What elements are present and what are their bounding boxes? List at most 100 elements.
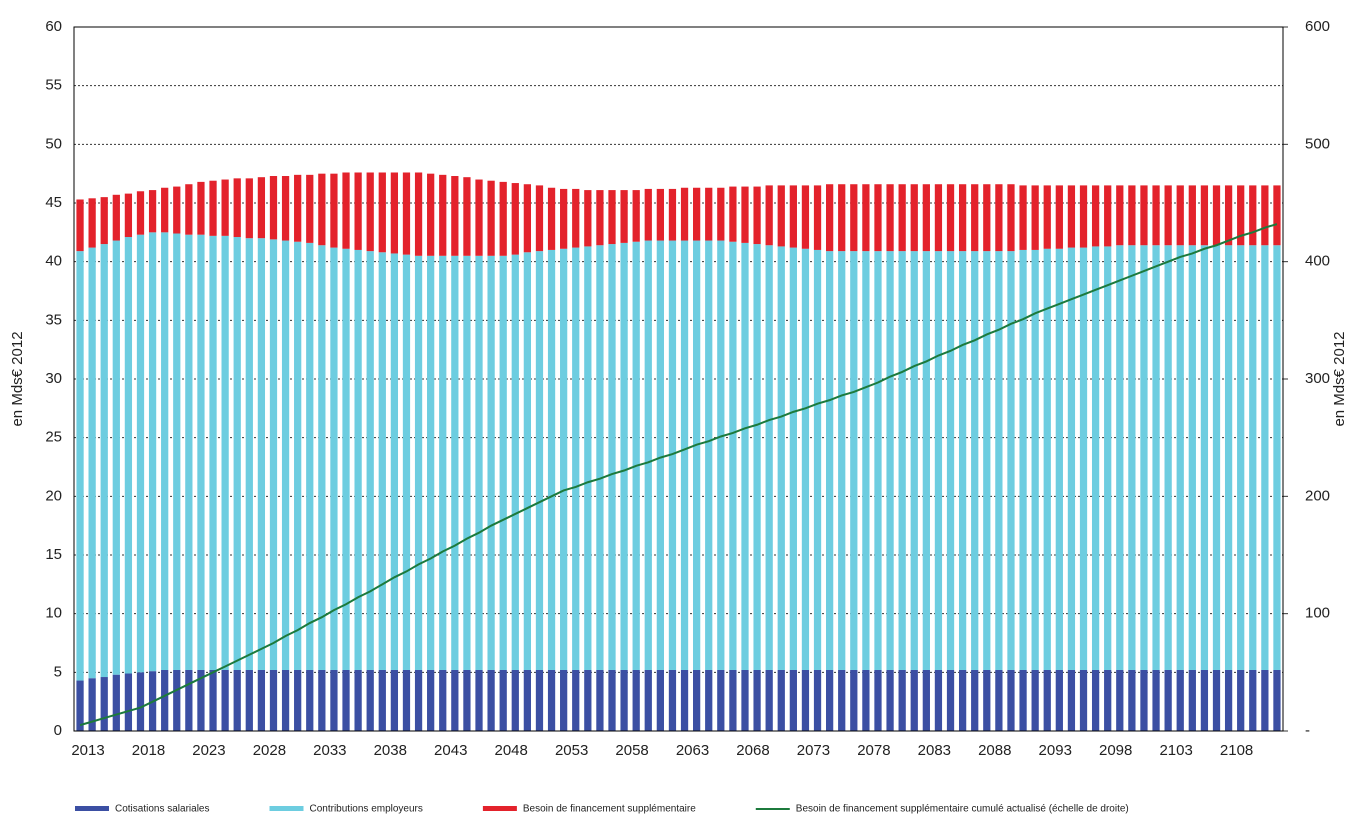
bar: [668, 240, 677, 670]
bar: [269, 239, 278, 670]
bar: [318, 669, 326, 731]
bar: [112, 240, 120, 675]
bar: [76, 680, 84, 731]
bar: [427, 255, 435, 670]
bar: [813, 249, 822, 670]
bar: [88, 198, 96, 248]
bar: [995, 184, 1003, 252]
bar: [874, 251, 882, 670]
bar: [910, 669, 918, 731]
bar: [511, 183, 519, 255]
bar: [765, 245, 773, 670]
bar: [1176, 669, 1184, 731]
bar: [342, 669, 350, 731]
bar: [112, 194, 120, 241]
bar: [523, 184, 532, 253]
bar: [1067, 185, 1076, 248]
bar: [523, 669, 532, 731]
bar: [560, 248, 568, 670]
x-tick-label: 2073: [797, 742, 830, 759]
bar: [1116, 185, 1124, 246]
y2-tick-label: -: [1305, 722, 1310, 739]
bar: [995, 251, 1003, 670]
bar: [644, 240, 652, 670]
bar: [946, 184, 955, 252]
bar: [1091, 669, 1100, 731]
bar: [1140, 245, 1148, 670]
bar: [717, 240, 725, 670]
bar: [717, 669, 725, 731]
bar: [910, 184, 918, 252]
bar: [656, 240, 664, 670]
legend-label: Besoin de financement supplémentaire cum…: [796, 804, 1129, 815]
bar: [185, 669, 193, 731]
y-tick-label: 15: [45, 546, 62, 563]
bar: [161, 232, 169, 670]
bar: [850, 251, 858, 670]
x-tick-label: 2048: [495, 742, 528, 759]
bar: [281, 669, 290, 731]
bar: [1200, 245, 1209, 670]
bar: [886, 184, 894, 252]
y-axis-label: en Mds€ 2012: [9, 331, 26, 426]
x-tick-label: 2088: [978, 742, 1011, 759]
bar: [245, 178, 253, 239]
x-tick-label: 2013: [71, 742, 104, 759]
bar: [342, 248, 350, 670]
bar: [741, 669, 749, 731]
bar: [76, 199, 84, 252]
bar: [838, 251, 846, 670]
x-tick-label: 2038: [374, 742, 407, 759]
bar: [983, 669, 991, 731]
bar: [572, 247, 580, 670]
bar: [1188, 245, 1196, 670]
y2-tick-label: 600: [1305, 18, 1330, 35]
bar: [584, 246, 592, 670]
bar: [547, 249, 556, 670]
bar: [1237, 669, 1245, 731]
bar: [1043, 248, 1051, 670]
bar: [463, 255, 471, 670]
y-tick-label: 45: [45, 194, 62, 211]
bar: [173, 186, 181, 234]
x-tick-label: 2053: [555, 742, 588, 759]
bar: [596, 190, 604, 246]
y-tick-label: 10: [45, 605, 62, 622]
bar: [632, 241, 640, 670]
y-tick-label: 30: [45, 370, 62, 387]
bar: [1261, 245, 1269, 670]
x-tick-label: 2018: [132, 742, 165, 759]
bar: [898, 669, 906, 731]
bar: [1031, 185, 1039, 250]
y-tick-label: 35: [45, 311, 62, 328]
bar: [547, 187, 556, 250]
bar: [499, 181, 507, 256]
bar: [850, 184, 858, 252]
bar: [632, 669, 640, 731]
bar: [499, 669, 507, 731]
bar: [825, 251, 834, 670]
bar: [136, 672, 145, 731]
bar: [922, 669, 930, 731]
bar: [1128, 669, 1136, 731]
bar: [1212, 245, 1221, 670]
bar: [765, 669, 773, 731]
bar: [1237, 245, 1245, 670]
bar: [789, 669, 797, 731]
bar: [354, 172, 362, 250]
bar: [173, 669, 181, 731]
bar: [547, 669, 556, 731]
bar: [656, 669, 664, 731]
bar: [1055, 669, 1063, 731]
bar: [958, 669, 967, 731]
y2-axis-label: en Mds€ 2012: [1331, 331, 1348, 426]
bar: [560, 188, 568, 249]
bar: [330, 669, 338, 731]
bar: [958, 184, 967, 252]
bar: [596, 669, 604, 731]
line: [79, 223, 1278, 727]
bar: [1164, 185, 1172, 246]
bar: [1273, 245, 1281, 670]
bar: [294, 241, 302, 670]
bar: [100, 677, 108, 731]
